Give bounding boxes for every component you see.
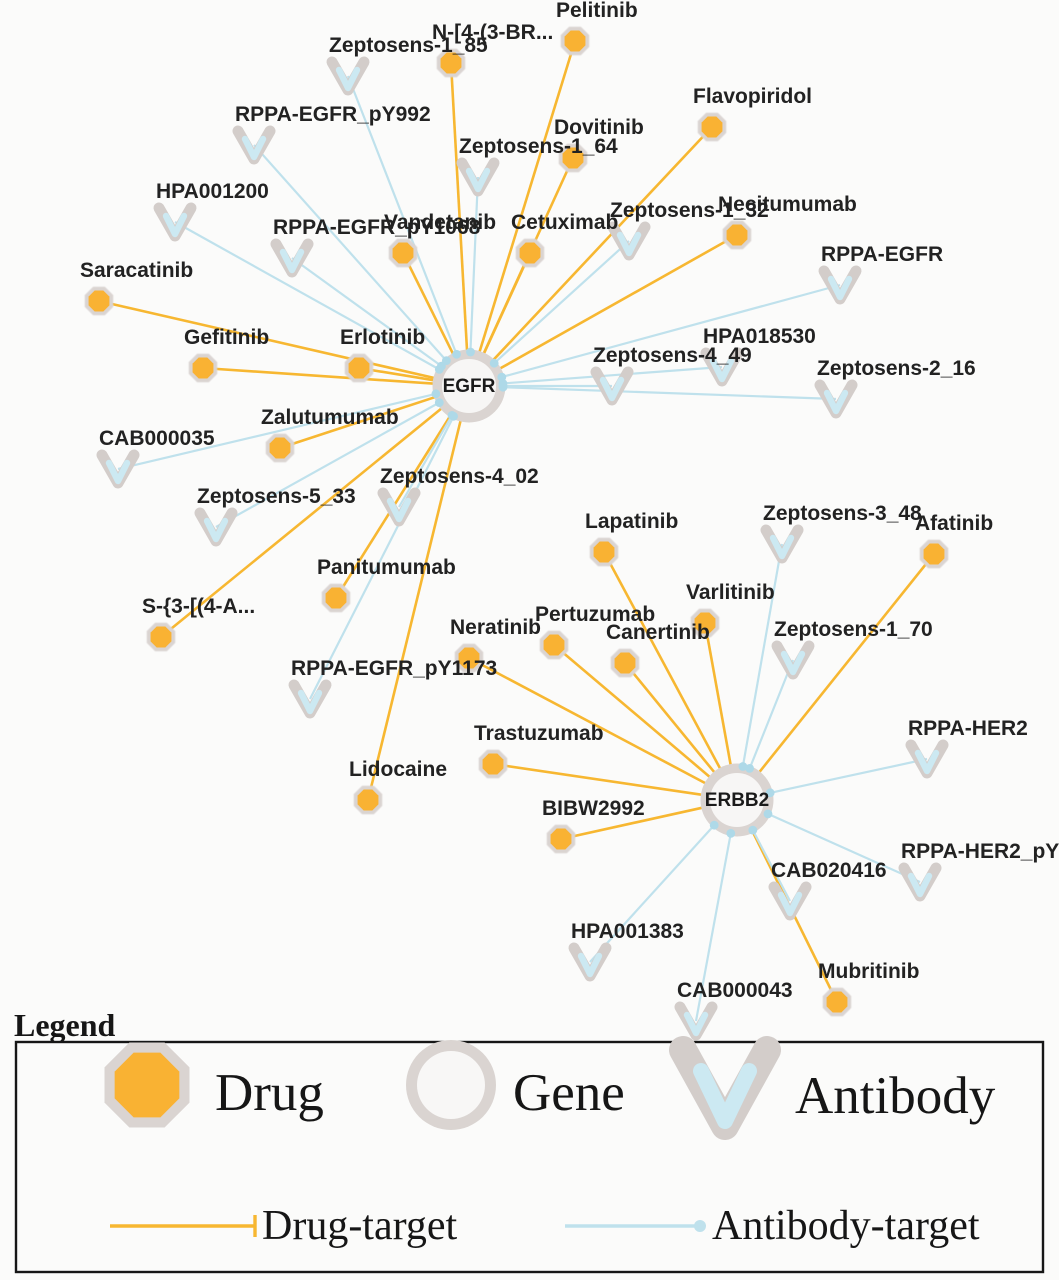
- svg-text:Legend: Legend: [14, 1007, 116, 1043]
- svg-text:CAB020416: CAB020416: [771, 859, 887, 882]
- svg-text:CAB000035: CAB000035: [99, 427, 215, 450]
- svg-text:S-{3-[(4-A...: S-{3-[(4-A...: [142, 595, 255, 618]
- svg-text:RPPA-EGFR: RPPA-EGFR: [821, 243, 943, 266]
- svg-text:Afatinib: Afatinib: [915, 512, 993, 535]
- svg-text:Antibody: Antibody: [795, 1067, 996, 1125]
- svg-text:Flavopiridol: Flavopiridol: [693, 85, 812, 108]
- svg-text:Neratinib: Neratinib: [450, 616, 541, 639]
- svg-text:Canertinib: Canertinib: [606, 621, 710, 644]
- svg-text:Erlotinib: Erlotinib: [340, 326, 425, 349]
- svg-text:Zeptosens-5_33: Zeptosens-5_33: [197, 485, 356, 508]
- svg-text:Mubritinib: Mubritinib: [818, 960, 919, 983]
- svg-text:HPA001383: HPA001383: [571, 920, 684, 943]
- svg-text:Zeptosens-1_64: Zeptosens-1_64: [459, 135, 618, 158]
- svg-text:RPPA-EGFR_pY992: RPPA-EGFR_pY992: [235, 103, 431, 126]
- svg-text:EGFR: EGFR: [443, 376, 496, 397]
- svg-text:Antibody-target: Antibody-target: [712, 1203, 980, 1249]
- svg-text:Zeptosens-1_70: Zeptosens-1_70: [774, 618, 933, 641]
- svg-text:HPA001200: HPA001200: [156, 180, 269, 203]
- svg-text:Trastuzumab: Trastuzumab: [474, 722, 604, 745]
- svg-text:Panitumumab: Panitumumab: [317, 556, 456, 579]
- svg-text:CAB000043: CAB000043: [677, 979, 793, 1002]
- svg-text:Gefitinib: Gefitinib: [184, 326, 269, 349]
- svg-text:Saracatinib: Saracatinib: [80, 259, 193, 282]
- svg-text:Zeptosens-4_02: Zeptosens-4_02: [380, 465, 539, 488]
- svg-text:Pelitinib: Pelitinib: [556, 0, 638, 22]
- svg-text:Lapatinib: Lapatinib: [585, 510, 678, 533]
- svg-text:Zeptosens-3_48: Zeptosens-3_48: [763, 502, 922, 525]
- svg-text:RPPA-HER2: RPPA-HER2: [908, 717, 1028, 740]
- svg-text:Drug-target: Drug-target: [262, 1203, 457, 1249]
- svg-text:Lidocaine: Lidocaine: [349, 758, 447, 781]
- svg-text:Zalutumumab: Zalutumumab: [261, 406, 399, 429]
- svg-text:Cetuximab: Cetuximab: [511, 211, 618, 234]
- svg-text:Zeptosens-1_85: Zeptosens-1_85: [329, 34, 488, 57]
- svg-text:Gene: Gene: [513, 1064, 625, 1122]
- svg-text:RPPA-EGFR_pY1068: RPPA-EGFR_pY1068: [273, 216, 481, 239]
- svg-text:Zeptosens-1_32: Zeptosens-1_32: [610, 199, 769, 222]
- svg-text:BIBW2992: BIBW2992: [542, 797, 645, 820]
- svg-text:HPA018530: HPA018530: [703, 325, 816, 348]
- svg-text:ERBB2: ERBB2: [705, 790, 769, 811]
- svg-text:Drug: Drug: [215, 1064, 324, 1122]
- svg-text:Varlitinib: Varlitinib: [686, 581, 775, 604]
- svg-text:RPPA-EGFR_pY1173: RPPA-EGFR_pY1173: [291, 657, 497, 680]
- svg-text:RPPA-HER2_pY1248: RPPA-HER2_pY1248: [901, 840, 1059, 863]
- svg-text:Zeptosens-2_16: Zeptosens-2_16: [817, 357, 976, 380]
